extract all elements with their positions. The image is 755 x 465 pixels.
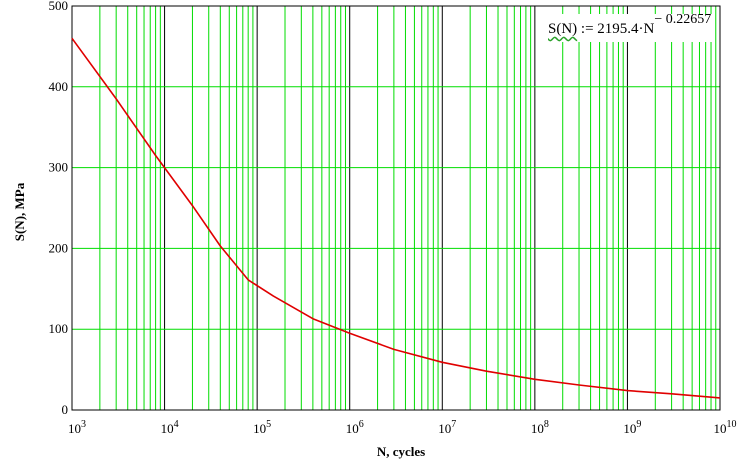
series-line <box>71 37 721 399</box>
plot-frame <box>71 5 721 411</box>
y-tick-label: 400 <box>49 79 69 94</box>
x-tick-label: 109 <box>623 419 641 436</box>
plot-border <box>71 5 721 411</box>
tick-labels: 0 100 200 300 400 500 103 104 105 106 107 108 109 101… <box>49 0 737 436</box>
grid-layer <box>72 6 720 410</box>
y-tick-label: 300 <box>49 160 69 175</box>
formula-annotation: S(N) := 2195.4·N− 0.22657 <box>544 12 716 42</box>
formula-function: S(N) <box>548 21 578 37</box>
y-tick-label: 500 <box>49 0 69 13</box>
formula-exponent: − 0.22657 <box>654 12 712 27</box>
y-tick-label: 0 <box>62 402 69 417</box>
y-tick-label: 100 <box>49 321 69 336</box>
y-tick-label: 200 <box>49 240 69 255</box>
x-tick-label: 107 <box>438 419 456 436</box>
x-tick-label: 103 <box>68 419 86 436</box>
x-tick-label: 1010 <box>714 419 737 436</box>
x-tick-label: 104 <box>161 419 179 436</box>
x-tick-label: 105 <box>253 419 271 436</box>
formula-definition: := 2195.4·N <box>580 21 655 37</box>
y-axis-label: S(N), MPa <box>12 182 27 241</box>
x-axis-label: N, cycles <box>377 444 425 459</box>
series-layer <box>71 37 721 399</box>
x-tick-label: 108 <box>531 419 549 436</box>
x-tick-label: 106 <box>346 419 364 436</box>
